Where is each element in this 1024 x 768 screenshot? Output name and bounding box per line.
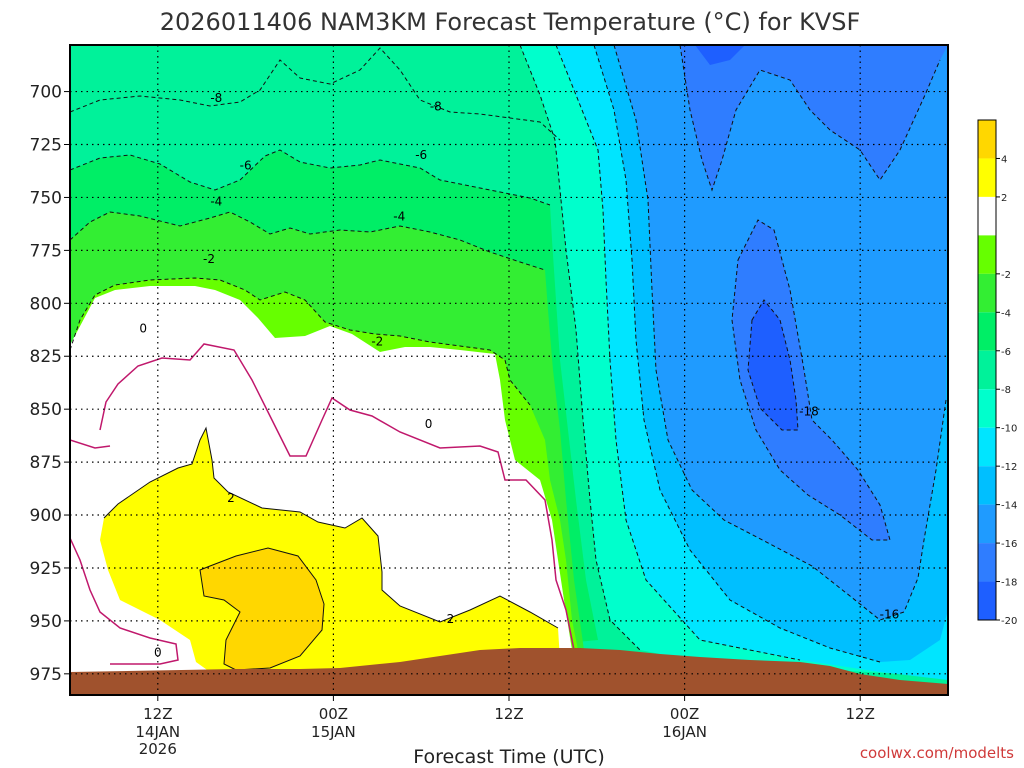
colorbar-tick-label: -18 xyxy=(1001,578,1017,589)
colorbar-tick-label: -12 xyxy=(1001,462,1017,473)
colorbar-swatch xyxy=(978,543,996,582)
colorbar: 4 2 -2 -4 -6 -8 -10 -12 -14 -16 -18 -20 xyxy=(977,119,1017,627)
y-tick-label: 700 xyxy=(30,83,62,103)
grid-lines xyxy=(70,45,948,695)
x-tick-label: 00Z xyxy=(670,705,699,723)
y-tick-label: 725 xyxy=(30,136,62,156)
colorbar-tick-label: -10 xyxy=(1001,424,1017,435)
y-tick-label: 925 xyxy=(30,559,62,579)
band-colder-minus-20 xyxy=(695,45,798,430)
colorbar-swatch xyxy=(978,350,996,390)
contour-label: -8 xyxy=(430,99,442,113)
x-tick-date-label: 14JAN xyxy=(135,723,180,741)
x-tick-label: 00Z xyxy=(319,705,348,723)
colorbar-swatch xyxy=(978,427,996,467)
contour-label: -4 xyxy=(393,209,405,223)
contour-label: -16 xyxy=(880,608,900,622)
colorbar-swatch xyxy=(978,466,996,505)
colorbar-tick-label: 2 xyxy=(1001,193,1007,204)
band-minus-18-to-minus-20 xyxy=(680,45,948,540)
contour-labels: -8 -8 -6 -6 -4 -4 -2 -2 0 0 2 2 0 -18 -16 xyxy=(139,91,899,660)
colorbar-swatch xyxy=(978,235,996,274)
colorbar-tick-label: -14 xyxy=(1001,501,1017,512)
credit-text: coolwx.com/modelts xyxy=(860,744,1014,762)
y-tick-label: 850 xyxy=(30,400,62,420)
y-tick-label: 875 xyxy=(30,453,62,473)
colorbar-tick-label: -6 xyxy=(1001,347,1011,358)
x-tick-label: 12Z xyxy=(494,705,523,723)
contour-label: 2 xyxy=(447,612,455,626)
band-plus-2-to-plus-4 xyxy=(100,428,560,672)
colorbar-swatch xyxy=(978,504,996,544)
colorbar-tick-label: -20 xyxy=(1001,616,1017,627)
contour-label: -6 xyxy=(240,159,252,173)
chart-title: 2026011406 NAM3KM Forecast Temperature (… xyxy=(160,8,861,36)
y-tick-label: 900 xyxy=(30,506,62,526)
y-tick-label: 800 xyxy=(30,294,62,314)
y-tick-label: 975 xyxy=(30,665,62,685)
colorbar-tick-label: -4 xyxy=(1001,308,1011,319)
plot-area xyxy=(70,45,948,695)
colorbar-swatch xyxy=(978,196,996,236)
contour-label: -18 xyxy=(799,404,819,418)
y-tick-label: 950 xyxy=(30,612,62,632)
contour-label: 0 xyxy=(139,322,147,336)
x-tick-label: 12Z xyxy=(846,705,875,723)
contour-label: -2 xyxy=(203,252,215,266)
colorbar-tick-label: 4 xyxy=(1001,154,1007,165)
x-axis-label: Forecast Time (UTC) xyxy=(413,746,604,768)
colorbar-swatch xyxy=(978,312,996,351)
colorbar-swatch xyxy=(978,120,996,159)
colorbar-tick-label: -16 xyxy=(1001,539,1017,550)
colorbar-tick-label: -8 xyxy=(1001,385,1011,396)
colorbar-swatch xyxy=(978,273,996,313)
y-tick-label: 825 xyxy=(30,347,62,367)
colorbar-swatch xyxy=(978,581,996,620)
y-tick-label: 750 xyxy=(30,188,62,208)
freezing-isotherm-0c xyxy=(99,343,575,651)
contour-label: -2 xyxy=(371,334,383,348)
x-tick-date-label: 15JAN xyxy=(311,723,356,741)
dashed-isotherms xyxy=(70,45,947,663)
solid-isotherms xyxy=(103,426,559,671)
colorbar-swatch xyxy=(978,158,996,197)
contour-label: -6 xyxy=(415,148,427,162)
y-tick-label: 775 xyxy=(30,241,62,261)
contour-label: -8 xyxy=(210,91,222,105)
x-tick-date-label: 2026 xyxy=(139,740,177,758)
colorbar-tick-label: -2 xyxy=(1001,270,1011,281)
pressure-axis: 700 725 750 775 800 825 850 875 900 925 950 975 xyxy=(30,83,70,685)
band-warmer-4 xyxy=(200,548,324,670)
colorbar-frame xyxy=(977,119,997,621)
terrain xyxy=(70,648,948,695)
x-tick-label: 12Z xyxy=(143,705,172,723)
contour-label: -4 xyxy=(210,195,222,209)
colorbar-swatch xyxy=(978,389,996,428)
freezing-isotherm-0c-lower xyxy=(70,439,179,665)
contour-label: 0 xyxy=(425,417,433,431)
contour-label: 0 xyxy=(154,646,162,660)
x-tick-date-label: 16JAN xyxy=(662,723,707,741)
contour-label: 2 xyxy=(227,491,235,505)
